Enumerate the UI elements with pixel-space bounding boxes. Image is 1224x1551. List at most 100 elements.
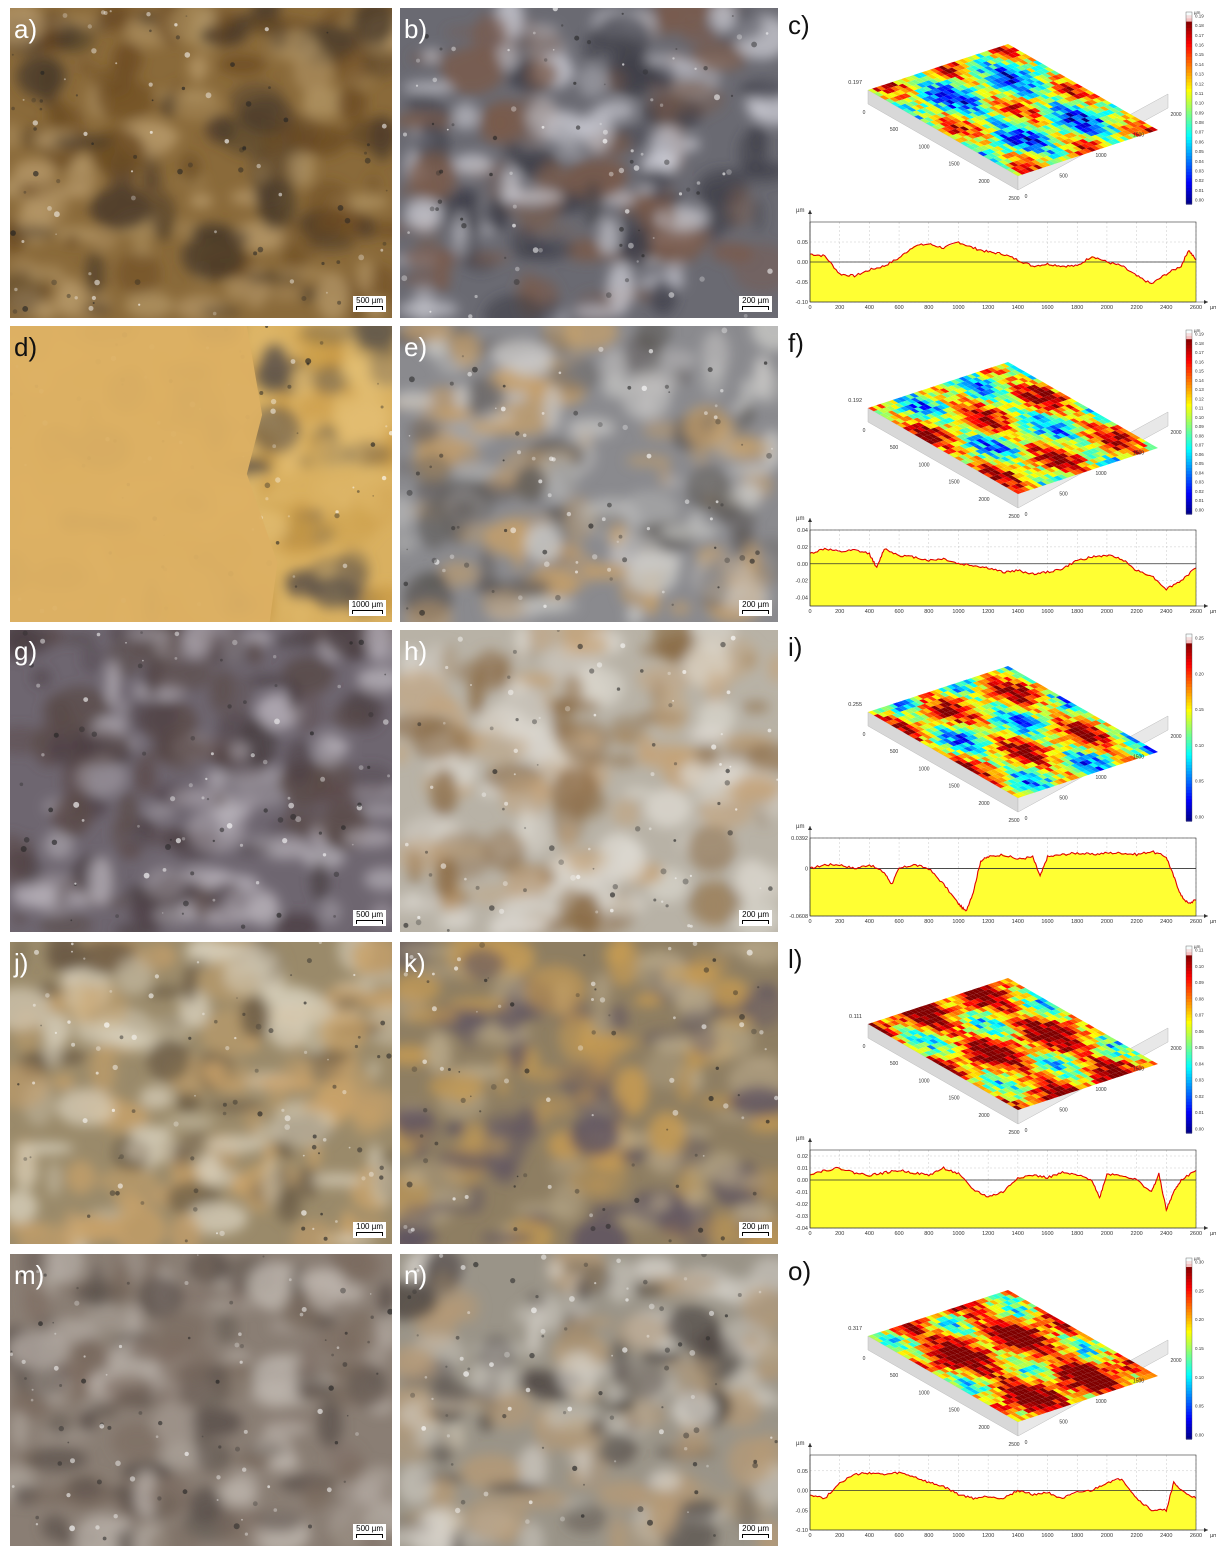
- profile-xtick-label: 2000: [1101, 1231, 1113, 1237]
- colorbar-tick-label: 0.05: [1195, 779, 1204, 784]
- profile-xtick-label: 200: [835, 305, 844, 311]
- colorbar-tick-label: 0.00: [1195, 1433, 1204, 1438]
- colorbar-tick-label: 0.10: [1195, 1375, 1204, 1380]
- scale-bar: 500 µm: [353, 296, 386, 312]
- surface-zmax-label: 0.255: [848, 702, 862, 708]
- scale-bar-line: [356, 1534, 383, 1538]
- surface-tick-label: 0: [863, 1356, 866, 1362]
- micrograph-b: b) 200 µm: [400, 8, 778, 318]
- profile-xtick-label: 0: [808, 609, 811, 615]
- profile-line: [809, 547, 1197, 591]
- profile-xtick-label: 2600: [1190, 1231, 1202, 1237]
- colorbar-tick-label: 0.08: [1195, 996, 1204, 1001]
- surface-zmax-label: 0.192: [848, 398, 862, 404]
- scale-bar-label: 200 µm: [742, 1524, 769, 1533]
- panel-label: d): [14, 332, 38, 362]
- colorbar-tick-label: 0.18: [1195, 23, 1204, 28]
- profile-ytick-label: 0.04: [797, 528, 808, 534]
- scale-bar: 200 µm: [739, 1524, 772, 1540]
- profile-xtick-label: 200: [835, 609, 844, 615]
- surface-tick-label: 1000: [1095, 153, 1106, 159]
- colorbar-tick-label: 0.11: [1195, 406, 1204, 411]
- surface-tick-label: 0: [1025, 1128, 1028, 1134]
- surface-tick-label: 500: [890, 1061, 899, 1067]
- scale-bar-line: [742, 610, 769, 614]
- colorbar-tick-label: 0.19: [1195, 14, 1204, 19]
- colorbar-tick-label: 0.13: [1195, 72, 1204, 77]
- profile-xtick-label: 800: [924, 1533, 933, 1539]
- surface-tick-label: 0: [1025, 194, 1028, 200]
- colorbar: [1185, 11, 1193, 205]
- scale-bar-label: 200 µm: [742, 296, 769, 305]
- colorbar-tick-label: 0.13: [1195, 387, 1204, 392]
- colorbar-tick-label: 0.04: [1195, 1061, 1204, 1066]
- surface-tick-label: 500: [890, 1373, 899, 1379]
- panel-label: j): [14, 948, 29, 978]
- colorbar-tick-label: 0.07: [1195, 443, 1204, 448]
- profile-area: [810, 1472, 1196, 1530]
- colorbar-tick-label: 0.17: [1195, 33, 1204, 38]
- profile-xtick-label: 1200: [982, 609, 994, 615]
- colorbar-tick-label: 0.06: [1195, 139, 1204, 144]
- panel-label: g): [14, 636, 38, 666]
- scale-bar-line: [351, 610, 383, 614]
- colorbar-tick-label: 0.05: [1195, 1045, 1204, 1050]
- colorbar-tick-label: 0.18: [1195, 341, 1204, 346]
- panel-label: h): [404, 636, 428, 666]
- surface-tick-label: 500: [1059, 174, 1068, 180]
- colorbar: [1185, 945, 1193, 1134]
- surface-tick-label: 2000: [1170, 112, 1181, 118]
- surface-tick-label: 1500: [948, 784, 959, 790]
- surface-tick-label: 1500: [948, 480, 959, 486]
- scale-bar: 200 µm: [739, 600, 772, 616]
- colorbar-tick-label: 0.00: [1195, 1127, 1204, 1132]
- scale-bar-label: 200 µm: [742, 910, 769, 919]
- profile-xtick-label: 2400: [1160, 919, 1172, 925]
- profile-xtick-label: 600: [895, 1533, 904, 1539]
- profile-xtick-label: 1200: [982, 305, 994, 311]
- colorbar-tick-label: 0.12: [1195, 81, 1204, 86]
- profile-xtick-label: 0: [808, 1533, 811, 1539]
- profile-xtick-label: 0: [808, 919, 811, 925]
- surface-tick-label: 2000: [1170, 1046, 1181, 1052]
- surface-tick-label: 2500: [1008, 1130, 1019, 1136]
- profile-ytick-label: -0.10: [795, 300, 808, 306]
- micrograph-h: h) 200 µm: [400, 630, 778, 932]
- panel-label: k): [404, 948, 426, 978]
- surface-tick-label: 1500: [1133, 755, 1144, 761]
- surface-tick-label: 1000: [918, 144, 929, 150]
- surface-map: [868, 978, 1158, 1110]
- colorbar-tick-label: 0.09: [1195, 110, 1204, 115]
- colorbar-unit: µm: [1194, 1256, 1201, 1261]
- profile-figure-c: 0 500 1000 1500 2000 2500 0 500 1000 1500 2000 0.19…: [788, 8, 1218, 318]
- colorbar-tick-label: 0.01: [1195, 1110, 1204, 1115]
- colorbar-tick-label: 0.05: [1195, 1404, 1204, 1409]
- colorbar-tick-label: 0.30: [1195, 1260, 1204, 1265]
- colorbar-tick-label: 0.04: [1195, 159, 1204, 164]
- surface-tick-label: 1500: [1133, 1379, 1144, 1385]
- scale-bar-label: 1000 µm: [351, 600, 383, 609]
- colorbar-tick-label: 0.15: [1195, 1346, 1204, 1351]
- micrograph-m: m) 500 µm: [10, 1254, 392, 1546]
- profile-xtick-label: 400: [865, 305, 874, 311]
- profile-xtick-label: 1400: [1012, 305, 1024, 311]
- profile-line: [809, 241, 1197, 285]
- profile-xtick-label: 800: [924, 305, 933, 311]
- profile-xtick-label: 400: [865, 1231, 874, 1237]
- surface-tick-label: 500: [1059, 1108, 1068, 1114]
- profile-xtick-label: 1600: [1041, 1231, 1053, 1237]
- surface-tick-label: 0: [863, 110, 866, 116]
- surface-tick-label: 0: [863, 428, 866, 434]
- profile-xtick-label: 1200: [982, 1231, 994, 1237]
- profile-xtick-label: 2200: [1130, 1533, 1142, 1539]
- profile-xtick-label: 1000: [952, 1533, 964, 1539]
- profile-line: [809, 1166, 1197, 1212]
- profile-ytick-label: -0.05: [795, 1508, 808, 1514]
- colorbar-tick-label: 0.09: [1195, 424, 1204, 429]
- profile-xtick-label: 1600: [1041, 609, 1053, 615]
- colorbar-tick-label: 0.10: [1195, 415, 1204, 420]
- profile-ylabel: µm: [796, 516, 804, 522]
- colorbar: [1185, 1257, 1193, 1440]
